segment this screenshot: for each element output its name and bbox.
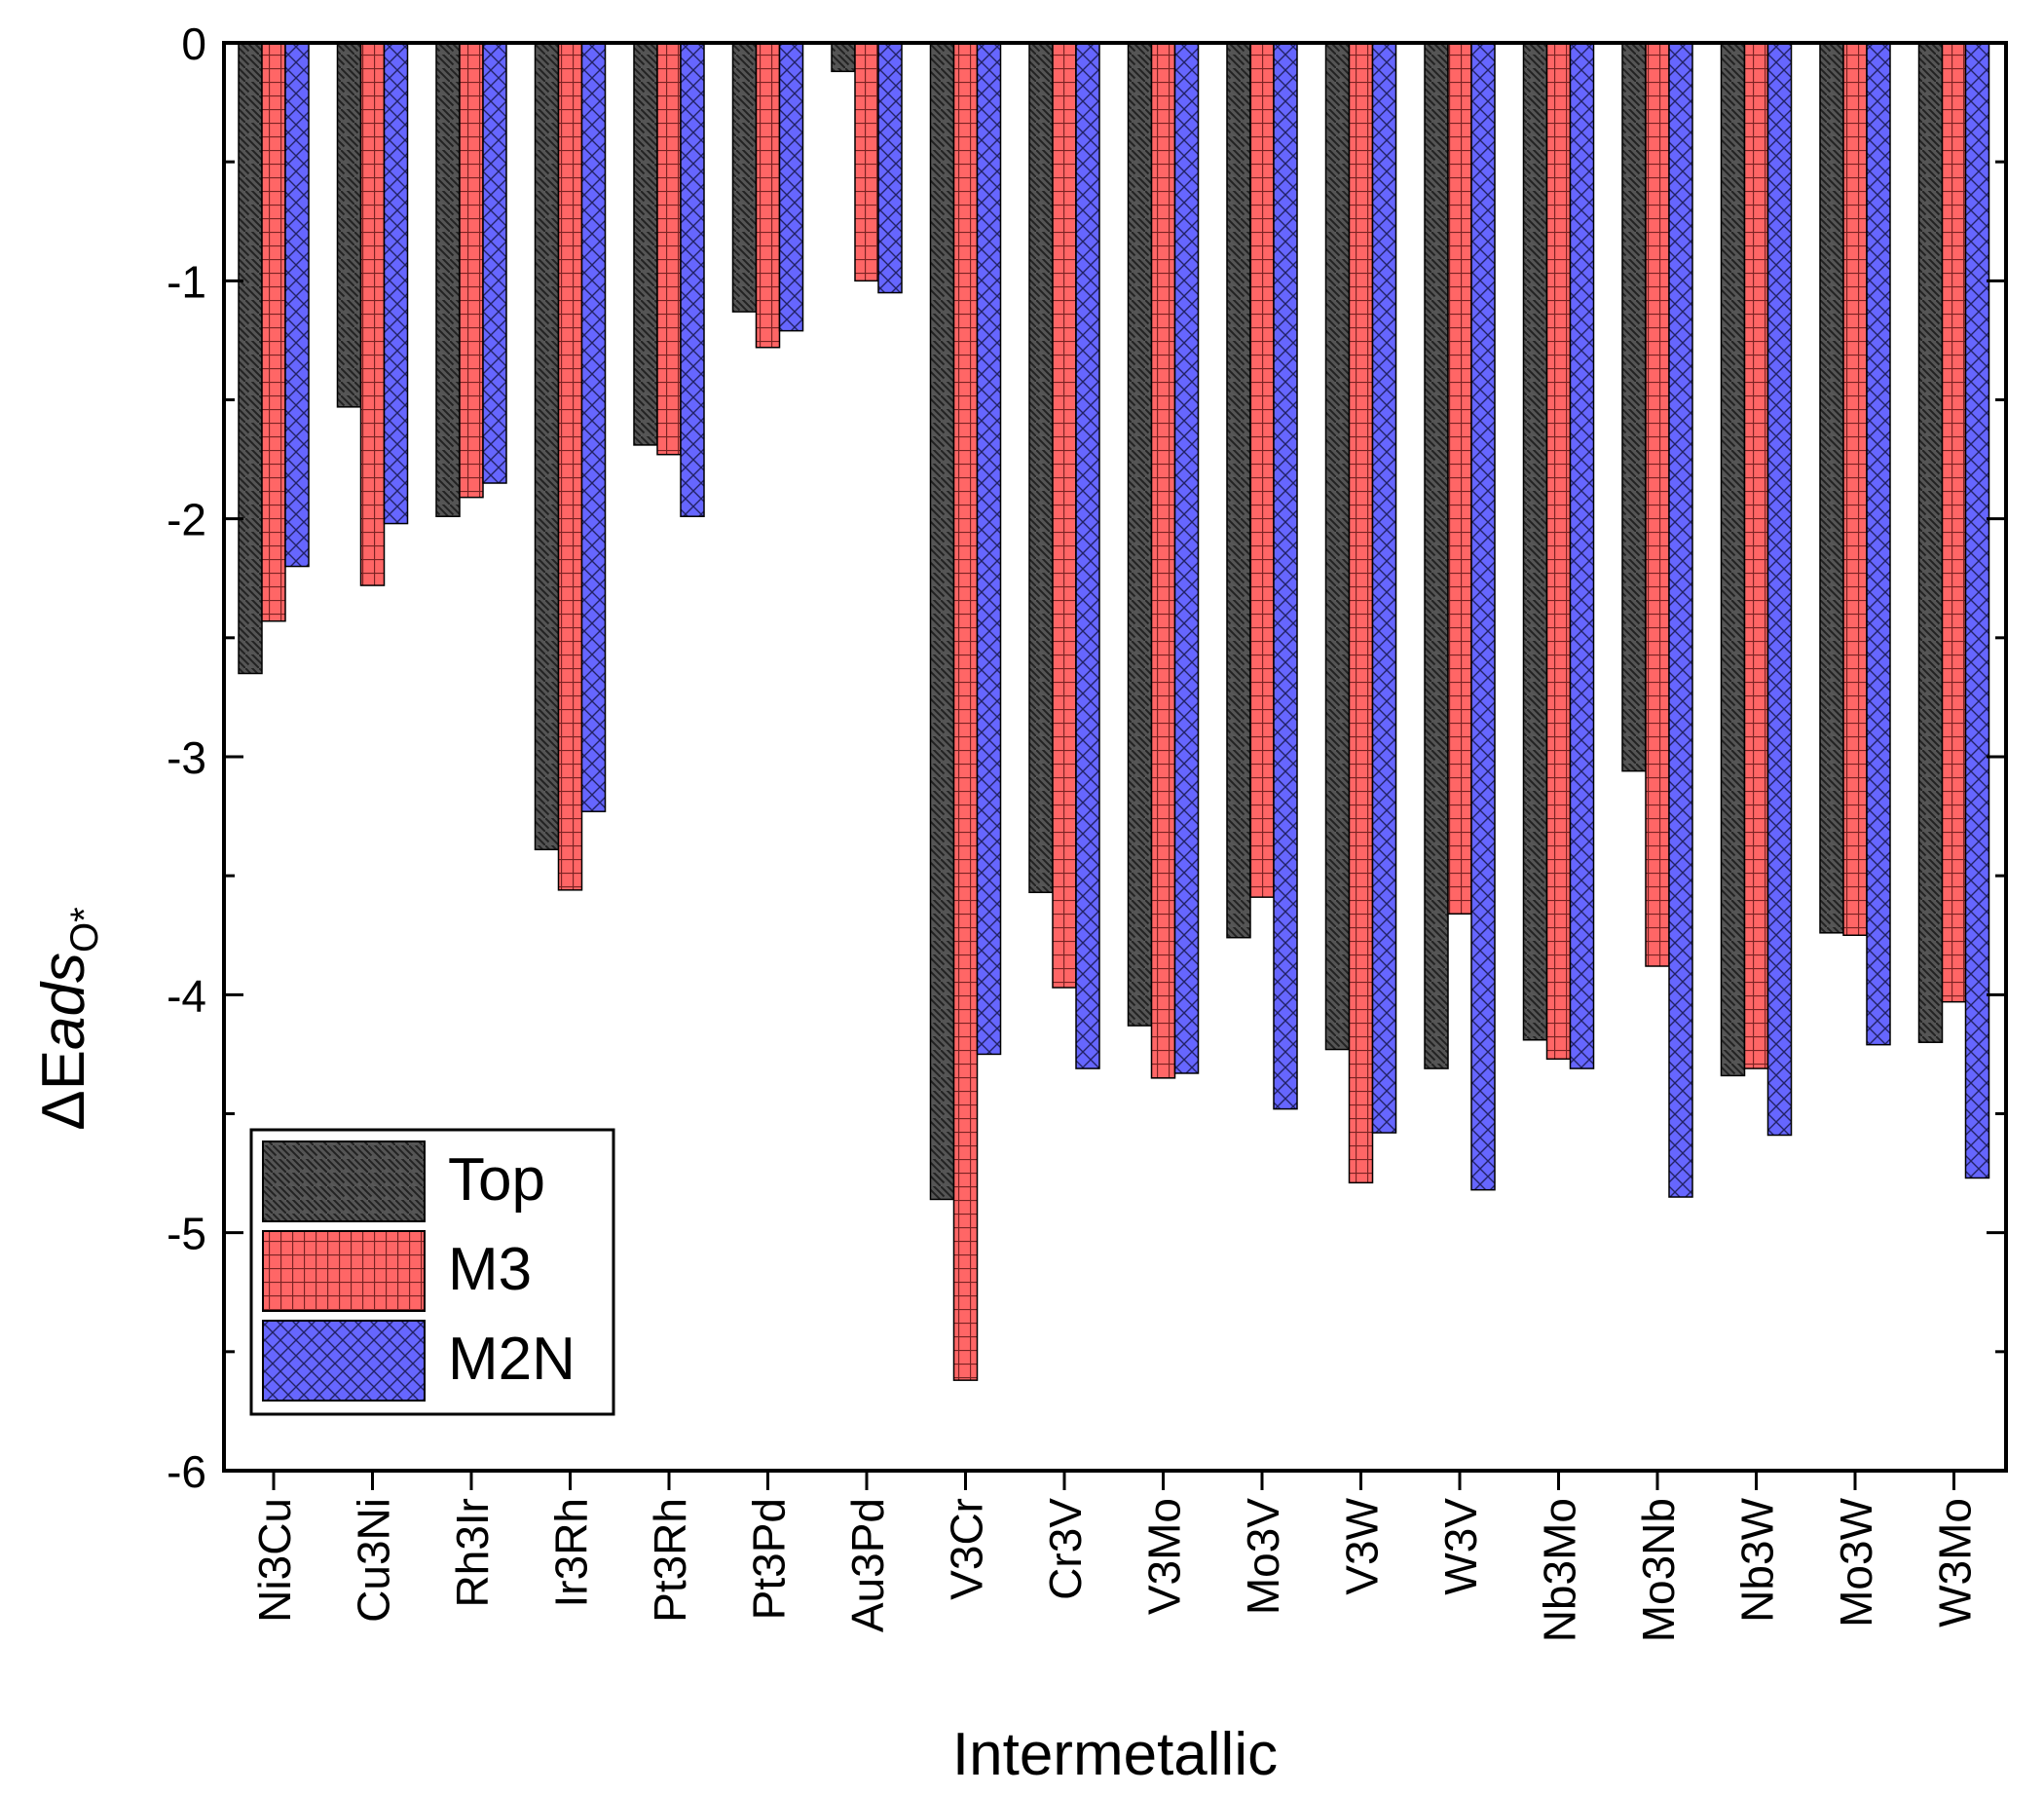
bar-m3-nb3w — [1743, 42, 1769, 1069]
legend-label-top: Top — [448, 1146, 545, 1214]
x-tick-label-au3pd: Au3Pd — [842, 1498, 893, 1632]
bar-m2n-w3mo — [1964, 42, 1990, 1179]
x-tick-label-ni3cu: Ni3Cu — [249, 1498, 300, 1623]
bar-m3-cu3ni — [359, 42, 386, 586]
axis-ticks — [224, 41, 2006, 1490]
y-tick-label: -3 — [167, 732, 206, 783]
bar-top-v3mo — [1127, 42, 1153, 1027]
bar-m2n-pt3pd — [778, 42, 804, 332]
bar-m3-mo3v — [1249, 42, 1275, 898]
bar-top-w3v — [1424, 42, 1449, 1069]
bar-m2n-nb3mo — [1569, 42, 1595, 1069]
bar-m2n-ir3rh — [580, 42, 607, 812]
bar-top-nb3mo — [1522, 42, 1548, 1041]
bars-layer — [238, 42, 1990, 1381]
bar-m3-pt3pd — [755, 42, 781, 349]
x-tick-label-nb3w: Nb3W — [1732, 1497, 1783, 1622]
y-tick-label: -1 — [167, 256, 206, 307]
y-tick-label: -4 — [167, 970, 206, 1021]
bar-top-v3w — [1324, 42, 1351, 1051]
legend-swatch-m3 — [262, 1230, 426, 1312]
bar-m3-w3mo — [1941, 42, 1967, 1003]
bar-m2n-w3v — [1470, 42, 1496, 1191]
bar-top-v3cr — [929, 42, 955, 1201]
y-axis-title-subscript: O* — [63, 907, 106, 953]
y-tick-labels: 0 -1 -2 -3 -4 -5 -6 — [167, 19, 206, 1497]
x-tick-label-v3cr: V3Cr — [942, 1498, 992, 1600]
bar-m3-nb3mo — [1545, 42, 1572, 1061]
y-axis-title-italic: ads — [30, 953, 97, 1050]
bar-m2n-pt3rh — [680, 42, 705, 517]
legend-items: Top M3 M2N — [262, 1141, 576, 1402]
bar-m3-v3w — [1348, 42, 1374, 1184]
bar-m2n-ni3cu — [284, 42, 310, 568]
bar-top-ir3rh — [534, 42, 560, 851]
x-tick-label-ir3rh: Ir3Rh — [546, 1498, 597, 1607]
bar-m3-v3mo — [1150, 42, 1176, 1079]
bar-top-w3mo — [1917, 42, 1944, 1043]
x-tick-label-v3w: V3W — [1337, 1497, 1388, 1594]
legend: Top M3 M2N — [249, 1128, 615, 1416]
legend-label-m2n: M2N — [448, 1326, 576, 1393]
bar-m2n-mo3nb — [1668, 42, 1693, 1198]
bar-top-mo3nb — [1621, 42, 1647, 772]
bar-m2n-mo3v — [1273, 42, 1298, 1110]
bar-m2n-cu3ni — [383, 42, 409, 525]
bar-m2n-cr3v — [1075, 42, 1100, 1069]
bar-top-mo3w — [1819, 42, 1844, 934]
bar-m3-ni3cu — [261, 42, 286, 622]
legend-label-m3: M3 — [448, 1236, 532, 1303]
x-axis-title: Intermetallic — [952, 1721, 1278, 1788]
bar-top-ni3cu — [238, 42, 263, 675]
x-tick-label-w3v: W3V — [1435, 1498, 1486, 1595]
y-tick-label: -5 — [167, 1209, 206, 1259]
bar-m3-ir3rh — [557, 42, 583, 891]
x-tick-label-mo3v: Mo3V — [1238, 1498, 1288, 1615]
bar-top-cu3ni — [336, 42, 362, 408]
bar-m2n-au3pd — [877, 42, 903, 294]
bar-top-au3pd — [831, 42, 856, 73]
x-tick-label-nb3mo: Nb3Mo — [1535, 1498, 1585, 1642]
bar-top-cr3v — [1028, 42, 1054, 894]
bar-m3-cr3v — [1052, 42, 1077, 989]
bar-m2n-nb3w — [1766, 42, 1793, 1137]
bar-m3-au3pd — [854, 42, 879, 282]
x-tick-label-cr3v: Cr3V — [1040, 1498, 1091, 1600]
x-tick-label-v3mo: V3Mo — [1139, 1498, 1190, 1615]
x-tick-label-mo3w: Mo3W — [1831, 1497, 1881, 1627]
legend-swatch-top — [262, 1141, 426, 1222]
y-tick-label: 0 — [181, 19, 206, 69]
y-axis-title-main: ΔE — [30, 1050, 97, 1131]
bar-m2n-mo3w — [1866, 42, 1891, 1046]
y-tick-label: -2 — [167, 495, 206, 545]
bar-top-pt3rh — [633, 42, 658, 446]
x-tick-label-pt3pd: Pt3Pd — [744, 1498, 795, 1620]
legend-swatch-m2n — [262, 1320, 426, 1402]
x-tick-label-mo3nb: Mo3Nb — [1633, 1498, 1684, 1642]
bar-m2n-v3cr — [976, 42, 1002, 1056]
x-tick-label-w3mo: W3Mo — [1930, 1498, 1981, 1627]
bar-m3-pt3rh — [656, 42, 682, 456]
bar-m2n-rh3ir — [482, 42, 507, 484]
bar-top-pt3pd — [731, 42, 758, 313]
bar-top-rh3ir — [435, 42, 461, 517]
y-tick-label: -6 — [167, 1446, 206, 1497]
x-tick-label-cu3ni: Cu3Ni — [349, 1498, 399, 1623]
bar-m3-v3cr — [952, 42, 979, 1381]
bar-top-nb3w — [1720, 42, 1746, 1077]
x-tick-label-pt3rh: Pt3Rh — [645, 1498, 695, 1623]
x-tick-labels: Ni3Cu Cu3Ni Rh3Ir Ir3Rh Pt3Rh Pt3Pd Au3Pd V3Cr C… — [249, 1497, 1981, 1642]
x-tick-label-rh3ir: Rh3Ir — [447, 1498, 498, 1607]
bar-top-mo3v — [1226, 42, 1251, 939]
y-axis-title: ΔEadsO* — [30, 907, 106, 1130]
bar-m3-mo3w — [1842, 42, 1868, 936]
bar-m3-mo3nb — [1645, 42, 1670, 967]
bar-m3-rh3ir — [459, 42, 484, 499]
bar-m3-w3v — [1447, 42, 1472, 916]
bar-m2n-v3w — [1371, 42, 1397, 1134]
bar-m2n-v3mo — [1173, 42, 1200, 1074]
